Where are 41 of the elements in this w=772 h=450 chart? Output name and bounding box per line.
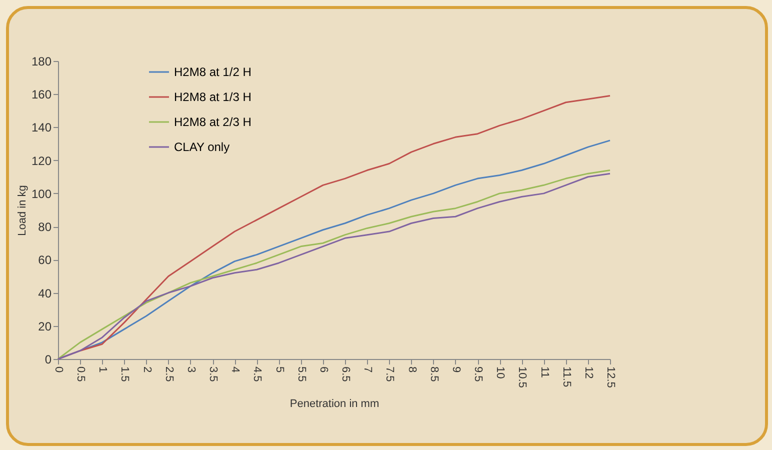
y-tick-label: 40: [38, 286, 52, 300]
x-tick-label: 6: [317, 366, 330, 373]
x-tick-label: 11.5: [560, 366, 572, 388]
x-axis-title: Penetration in mm: [290, 398, 380, 410]
legend-label: H2M8 at 2/3 H: [174, 115, 252, 129]
legend-label: CLAY only: [174, 140, 230, 154]
x-tick-label: 8: [406, 366, 418, 373]
x-tick-label: 9.5: [472, 366, 484, 382]
y-tick-label: 100: [31, 186, 52, 201]
x-tick-label: 0.5: [74, 366, 87, 382]
x-tick-label: 2.5: [162, 366, 175, 382]
x-tick-label: 12.5: [604, 366, 616, 388]
y-tick-label: 60: [38, 253, 52, 268]
x-tick-label: 5: [273, 366, 286, 373]
x-tick-label: 0: [52, 366, 64, 373]
x-tick-label: 7.5: [384, 366, 396, 382]
x-tick-label: 12: [582, 366, 594, 379]
y-tick-label: 180: [31, 54, 52, 68]
y-axis-title: Load in kg: [16, 185, 28, 236]
y-tick-label: 160: [31, 88, 52, 102]
y-tick-label: 80: [38, 220, 52, 234]
x-tick-label: 10.5: [516, 366, 528, 388]
x-tick-label: 6.5: [340, 366, 352, 382]
x-tick-label: 10: [494, 366, 506, 379]
x-tick-label: 7: [362, 366, 374, 373]
x-tick-label: 8.5: [428, 366, 440, 382]
x-tick-label: 5.5: [295, 366, 308, 382]
y-tick-label: 120: [31, 154, 52, 168]
x-tick-label: 3.5: [207, 366, 220, 382]
x-tick-label: 9: [450, 366, 462, 373]
legend-label: H2M8 at 1/3 H: [174, 90, 252, 104]
x-tick-label: 2: [140, 366, 153, 373]
x-tick-label: 4: [229, 366, 242, 373]
x-tick-label: 11: [538, 366, 550, 378]
x-tick-label: 1: [96, 366, 109, 373]
y-tick-label: 140: [31, 120, 52, 135]
x-tick-label: 1.5: [118, 366, 131, 382]
x-tick-label: 3: [184, 366, 197, 373]
y-tick-label: 20: [38, 319, 52, 334]
x-tick-label: 4.5: [251, 366, 264, 382]
legend-label: H2M8 at 1/2 H: [174, 65, 252, 79]
